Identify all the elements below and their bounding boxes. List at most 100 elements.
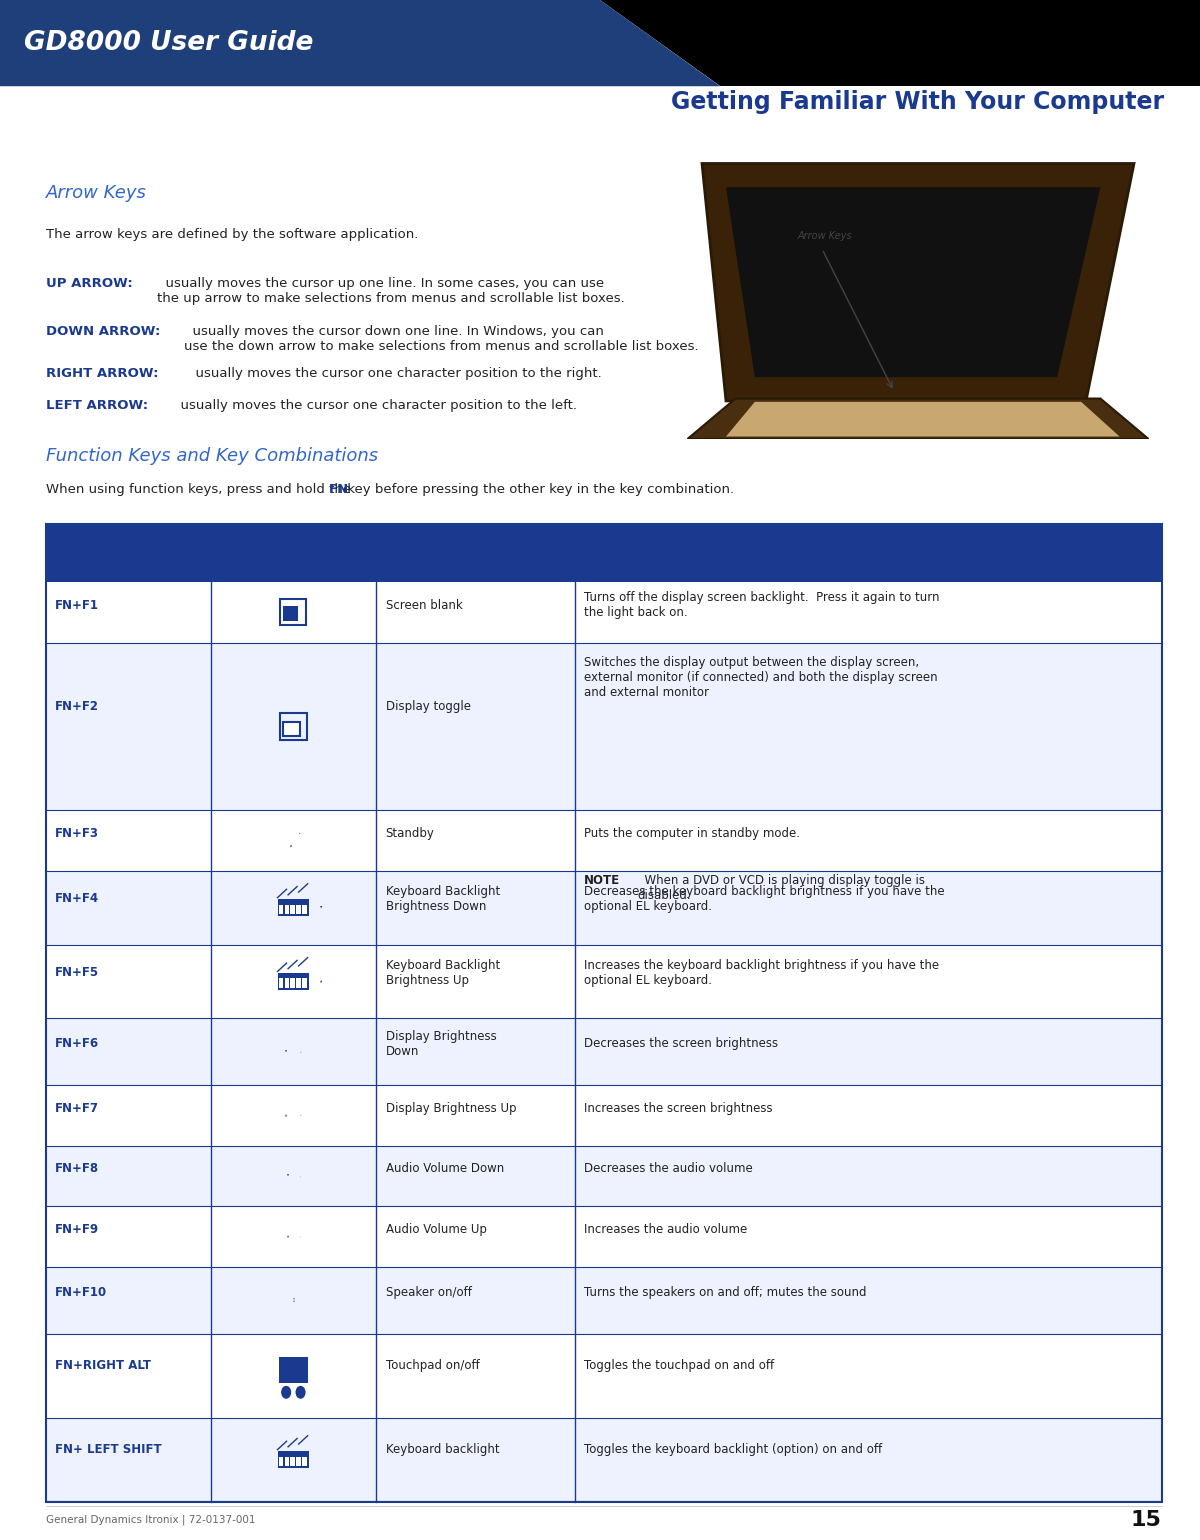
Text: Function Keys and Key Combinations: Function Keys and Key Combinations <box>46 447 378 465</box>
Text: Function Key: Function Key <box>55 545 167 561</box>
Text: Decreases the audio volume: Decreases the audio volume <box>584 1163 752 1175</box>
Text: Switches the display output between the display screen,
external monitor (if con: Switches the display output between the … <box>584 656 938 699</box>
Text: Arrow Keys: Arrow Keys <box>46 183 146 202</box>
Text: When using function keys, press and hold the: When using function keys, press and hold… <box>46 484 355 496</box>
Bar <box>284 904 289 913</box>
Circle shape <box>295 1386 306 1398</box>
Text: FN+F4: FN+F4 <box>55 892 100 906</box>
Circle shape <box>281 1386 292 1398</box>
Text: NOTE: NOTE <box>584 875 620 887</box>
Text: Increases the audio volume: Increases the audio volume <box>584 1223 748 1235</box>
Text: Display Brightness Up: Display Brightness Up <box>385 1103 516 1115</box>
Bar <box>302 904 306 913</box>
Text: Turns the speakers on and off; mutes the sound: Turns the speakers on and off; mutes the… <box>584 1286 866 1298</box>
Text: Puts the computer in standby mode.: Puts the computer in standby mode. <box>584 827 800 839</box>
Bar <box>281 599 306 625</box>
Bar <box>296 1457 301 1466</box>
Bar <box>46 524 1162 582</box>
Text: Toggles the keyboard backlight (option) on and off: Toggles the keyboard backlight (option) … <box>584 1443 882 1455</box>
Text: ▼: ▼ <box>286 1050 287 1053</box>
Text: z: z <box>289 844 292 849</box>
Text: Toggles the touchpad on and off: Toggles the touchpad on and off <box>584 1360 774 1372</box>
Text: Icon: Icon <box>221 545 257 561</box>
Text: Speaker on/off: Speaker on/off <box>385 1286 472 1298</box>
Bar <box>46 1206 1162 1266</box>
Bar <box>284 1457 289 1466</box>
Text: FN+ LEFT SHIFT: FN+ LEFT SHIFT <box>55 1443 162 1455</box>
Bar <box>46 1266 1162 1334</box>
Text: 🔇: 🔇 <box>293 1298 294 1303</box>
Text: key before pressing the other key in the key combination.: key before pressing the other key in the… <box>343 484 734 496</box>
Text: Description: Description <box>584 545 683 561</box>
Text: Increases the keyboard backlight brightness if you have the
optional EL keyboard: Increases the keyboard backlight brightn… <box>584 958 940 987</box>
Text: FN+F8: FN+F8 <box>55 1163 100 1175</box>
Text: usually moves the cursor one character position to the left.: usually moves the cursor one character p… <box>172 399 577 411</box>
Text: Screen blank: Screen blank <box>385 599 462 611</box>
Text: Standby: Standby <box>385 827 434 839</box>
Text: 15: 15 <box>1130 1511 1162 1529</box>
Bar <box>284 978 289 987</box>
Text: FN+F2: FN+F2 <box>55 699 100 713</box>
Text: Audio Volume Down: Audio Volume Down <box>385 1163 504 1175</box>
Bar <box>290 904 295 913</box>
Text: Keyboard Backlight
Brightness Up: Keyboard Backlight Brightness Up <box>385 958 499 987</box>
Text: Display toggle: Display toggle <box>385 699 470 713</box>
Text: Display Brightness
Down: Display Brightness Down <box>385 1030 497 1058</box>
Bar <box>278 1457 283 1466</box>
Bar <box>46 1334 1162 1418</box>
Text: usually moves the cursor down one line. In Windows, you can
use the down arrow t: usually moves the cursor down one line. … <box>184 325 698 353</box>
Text: usually moves the cursor one character position to the right.: usually moves the cursor one character p… <box>187 367 602 379</box>
Polygon shape <box>688 399 1148 439</box>
Bar <box>46 944 1162 1018</box>
Text: FN: FN <box>329 484 349 496</box>
Text: Decreases the screen brightness: Decreases the screen brightness <box>584 1038 779 1050</box>
Text: FN+F1: FN+F1 <box>55 599 100 611</box>
Text: ▲: ▲ <box>286 1113 287 1118</box>
Bar <box>296 904 301 913</box>
Text: ▼: ▼ <box>319 906 322 910</box>
Text: LEFT ARROW:: LEFT ARROW: <box>46 399 148 411</box>
Text: GD8000 User Guide: GD8000 User Guide <box>24 31 313 55</box>
Bar <box>278 904 283 913</box>
Text: usually moves the cursor up one line. In some cases, you can use
the up arrow to: usually moves the cursor up one line. In… <box>157 277 625 305</box>
Polygon shape <box>726 402 1120 436</box>
Text: ▼: ▼ <box>287 1173 288 1178</box>
Bar <box>277 973 310 990</box>
Bar <box>46 642 1162 810</box>
Text: Increases the screen brightness: Increases the screen brightness <box>584 1103 773 1115</box>
Bar <box>278 978 283 987</box>
Text: FN+F6: FN+F6 <box>55 1038 100 1050</box>
Bar <box>302 978 306 987</box>
Bar <box>46 1418 1162 1502</box>
Text: Function: Function <box>385 545 460 561</box>
Bar <box>46 870 1162 944</box>
Bar <box>290 978 295 987</box>
Text: Audio Volume Up: Audio Volume Up <box>385 1223 486 1235</box>
Bar <box>277 899 310 916</box>
Bar <box>277 1451 310 1468</box>
Text: Getting Familiar With Your Computer: Getting Familiar With Your Computer <box>671 89 1164 114</box>
Text: Keyboard backlight: Keyboard backlight <box>385 1443 499 1455</box>
Text: Keyboard Backlight
Brightness Down: Keyboard Backlight Brightness Down <box>385 885 499 913</box>
Text: ▲: ▲ <box>287 1235 288 1238</box>
Text: DOWN ARROW:: DOWN ARROW: <box>46 325 160 337</box>
Bar <box>46 582 1162 642</box>
Polygon shape <box>702 163 1134 400</box>
Bar <box>290 1457 295 1466</box>
Text: UP ARROW:: UP ARROW: <box>46 277 132 290</box>
Text: FN+F9: FN+F9 <box>55 1223 100 1235</box>
Text: FN+F3: FN+F3 <box>55 827 100 839</box>
Bar <box>46 1086 1162 1146</box>
Text: Turns off the display screen backlight.  Press it again to turn
the light back o: Turns off the display screen backlight. … <box>584 591 940 619</box>
Text: Decreases the keyboard backlight brightness if you have the
optional EL keyboard: Decreases the keyboard backlight brightn… <box>584 885 944 913</box>
Text: When a DVD or VCD is playing display toggle is
disabled.: When a DVD or VCD is playing display tog… <box>637 875 925 902</box>
Text: RIGHT ARROW:: RIGHT ARROW: <box>46 367 158 379</box>
Bar <box>283 607 299 621</box>
Text: Arrow Keys: Arrow Keys <box>798 231 853 242</box>
Text: General Dynamics Itronix | 72-0137-001: General Dynamics Itronix | 72-0137-001 <box>46 1515 256 1525</box>
Bar <box>46 1146 1162 1206</box>
Bar <box>46 810 1162 870</box>
Bar <box>280 713 307 739</box>
Text: Touchpad on/off: Touchpad on/off <box>385 1360 479 1372</box>
Bar <box>278 1357 307 1383</box>
